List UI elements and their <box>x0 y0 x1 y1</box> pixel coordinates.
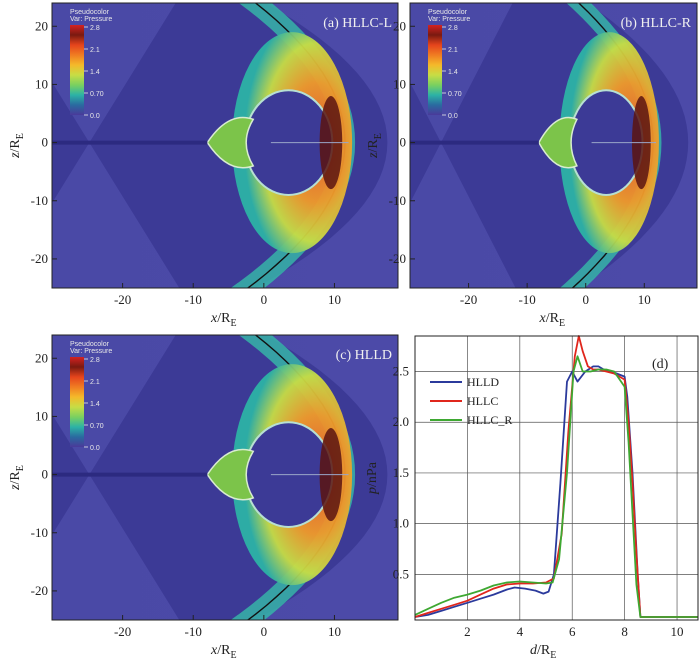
x-tick-label: 10 <box>638 292 651 307</box>
y-tick-label: 0.5 <box>393 566 409 581</box>
panel-frame <box>51 2 399 289</box>
colorbar-variable: Var: Pressure <box>70 16 112 23</box>
colorbar-tick-label: 2.8 <box>90 357 100 364</box>
pressure-line-chart: 2 4 6 8 10 0.5 1.0 1.5 2.0 2.5 (d) HLLD HLLC HLLC_R d/… <box>365 335 699 660</box>
plot-frame <box>414 335 699 621</box>
pressure-field-image <box>52 335 398 620</box>
pressure-field-image <box>52 3 398 288</box>
series-line-hllc <box>414 335 698 618</box>
colorbar-tick-label: 1.4 <box>448 69 458 76</box>
y-tick-label: 1.5 <box>393 465 409 480</box>
x-tick-label: 6 <box>569 624 576 639</box>
z-tick-label: 0 <box>42 467 49 482</box>
colorbar-tick-label: 0.0 <box>90 445 100 452</box>
x-tick-label: 10 <box>328 624 341 639</box>
colorbar-tick-label: 1.4 <box>90 401 100 408</box>
magnetotail-plasmoid <box>206 116 255 169</box>
z-axis-label: z/RE <box>8 133 26 159</box>
x-tick-label: -10 <box>185 624 202 639</box>
chart-x-axis-label: d/RE <box>530 643 556 660</box>
colorbar-tick-label: 2.1 <box>90 47 100 54</box>
colorbar-title: Pseudocolor <box>428 9 468 16</box>
colorbar <box>70 357 84 447</box>
panel-title: (c) HLLD <box>336 348 392 363</box>
legend-label: HLLC <box>467 394 498 408</box>
colorbar-title: Pseudocolor <box>70 9 110 16</box>
x-tick-label: -20 <box>460 292 477 307</box>
z-tick-label: 20 <box>35 350 48 365</box>
magnetotail-plasmoid <box>538 116 578 169</box>
colorbar <box>70 25 84 115</box>
x-tick-label: 0 <box>261 292 268 307</box>
colorbar-variable: Var: Pressure <box>428 16 470 23</box>
chart-panel-label: (d) <box>652 357 669 372</box>
z-tick-label: -10 <box>31 525 48 540</box>
x-tick-label: 8 <box>621 624 628 639</box>
x-tick-label: 10 <box>671 624 684 639</box>
z-tick-label: -10 <box>31 193 48 208</box>
z-tick-label: 0 <box>42 135 49 150</box>
z-axis-label: z/RE <box>8 465 26 491</box>
panel-title: (b) HLLC-R <box>621 16 692 31</box>
z-tick-label: 0 <box>400 135 407 150</box>
magnetotail-plasmoid <box>206 448 255 501</box>
colorbar-tick-label: 1.4 <box>90 69 100 76</box>
x-tick-label: -20 <box>114 292 131 307</box>
z-axis-label: z/RE <box>366 133 384 159</box>
colorbar-tick-label: 2.1 <box>448 47 458 54</box>
y-tick-label: 2.5 <box>393 364 409 379</box>
colorbar-tick-label: 2.1 <box>90 379 100 386</box>
x-tick-label: 0 <box>261 624 268 639</box>
legend-label: HLLC_R <box>467 413 512 427</box>
colorbar-tick-label: 0.70 <box>90 91 104 98</box>
legend-label: HLLD <box>467 375 499 389</box>
colorbar-title: Pseudocolor <box>70 341 110 348</box>
z-tick-label: 20 <box>393 18 406 33</box>
x-tick-label: -10 <box>185 292 202 307</box>
x-tick-label: 4 <box>517 624 524 639</box>
pressure-field-image <box>410 3 697 288</box>
z-tick-label: -20 <box>31 251 48 266</box>
z-tick-label: 20 <box>35 18 48 33</box>
panel-title: (a) HLLC-L <box>323 16 392 31</box>
z-tick-label: -20 <box>389 251 406 266</box>
colorbar-variable: Var: Pressure <box>70 348 112 355</box>
x-axis-label: x/RE <box>210 311 237 329</box>
z-tick-label: 10 <box>35 76 48 91</box>
x-tick-label: 10 <box>328 292 341 307</box>
colorbar <box>428 25 442 115</box>
z-tick-label: -10 <box>389 193 406 208</box>
series-line-hllc-r <box>414 355 698 618</box>
colorbar-tick-label: 2.8 <box>448 25 458 32</box>
x-tick-label: 2 <box>464 624 471 639</box>
x-tick-label: -20 <box>114 624 131 639</box>
colorbar-tick-label: 0.70 <box>90 423 104 430</box>
y-tick-label: 1.0 <box>393 516 409 531</box>
y-tick-label: 2.0 <box>393 414 409 429</box>
colorbar-tick-label: 0.0 <box>90 113 100 120</box>
panel-frame <box>51 334 399 621</box>
colorbar-tick-label: 2.8 <box>90 25 100 32</box>
x-tick-label: -10 <box>518 292 535 307</box>
colorbar-tick-label: 0.0 <box>448 113 458 120</box>
x-axis-label: x/RE <box>210 643 237 660</box>
z-tick-label: 10 <box>35 408 48 423</box>
x-tick-label: 0 <box>582 292 589 307</box>
z-tick-label: 10 <box>393 76 406 91</box>
panel-frame <box>409 2 698 289</box>
colorbar-tick-label: 0.70 <box>448 91 462 98</box>
plot-area <box>415 336 698 620</box>
x-axis-label: x/RE <box>539 311 566 329</box>
chart-y-axis-label: p/nPa <box>365 461 380 495</box>
z-tick-label: -20 <box>31 583 48 598</box>
